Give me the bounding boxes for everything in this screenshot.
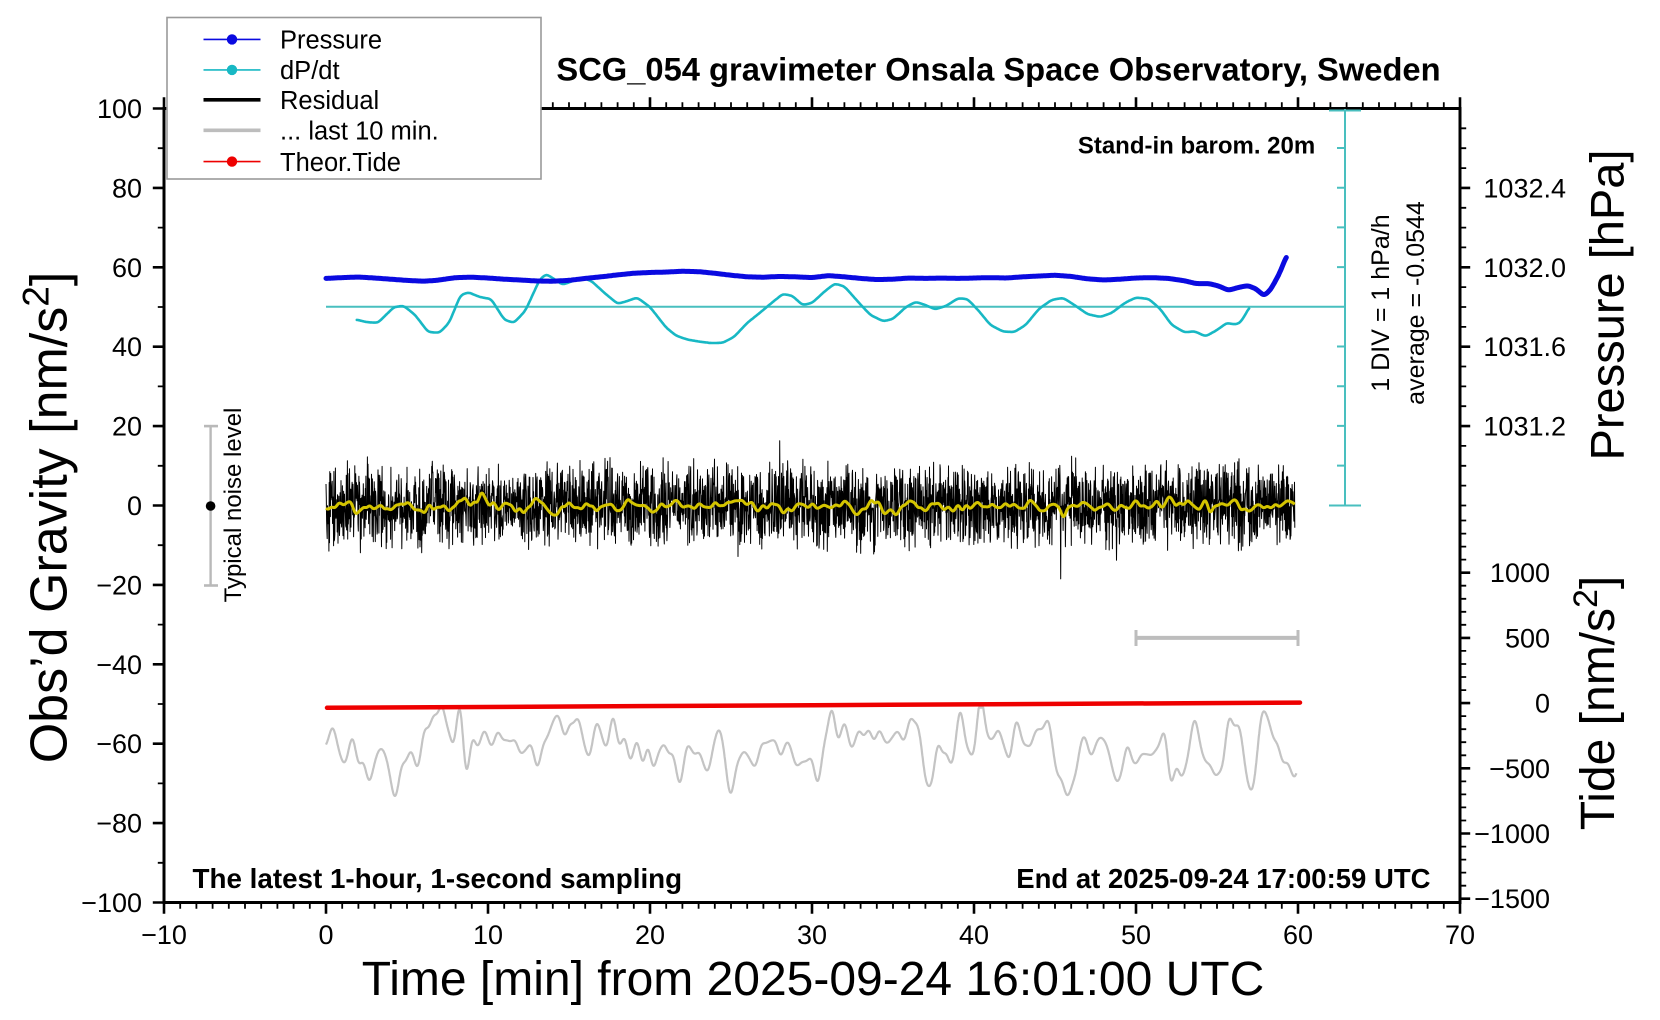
svg-text:10: 10 — [473, 920, 503, 950]
svg-text:The latest 1-hour, 1-second sa: The latest 1-hour, 1-second sampling — [193, 863, 683, 894]
svg-text:1031.6: 1031.6 — [1483, 332, 1566, 362]
svg-text:Time [min] from 2025-09-24 16:: Time [min] from 2025-09-24 16:01:00 UTC — [362, 953, 1265, 1006]
svg-text:30: 30 — [797, 920, 827, 950]
svg-text:60: 60 — [112, 253, 142, 283]
svg-text:−10: −10 — [141, 920, 187, 950]
svg-text:1 DIV = 1 hPa/h: 1 DIV = 1 hPa/h — [1367, 214, 1395, 391]
svg-text:0: 0 — [318, 920, 333, 950]
svg-text:Obs’d Gravity [nm/s2]: Obs’d Gravity [nm/s2] — [16, 272, 79, 764]
svg-text:−20: −20 — [96, 570, 142, 600]
svg-text:−500: −500 — [1489, 754, 1550, 784]
svg-text:0: 0 — [1535, 689, 1550, 719]
svg-text:60: 60 — [1283, 920, 1313, 950]
svg-text:−40: −40 — [96, 650, 142, 680]
svg-text:−1000: −1000 — [1474, 819, 1550, 849]
svg-text:70: 70 — [1445, 920, 1475, 950]
svg-text:Typical noise level: Typical noise level — [220, 408, 247, 603]
svg-text:Theor.Tide: Theor.Tide — [280, 149, 401, 177]
svg-text:50: 50 — [1121, 920, 1151, 950]
svg-text:500: 500 — [1505, 623, 1550, 653]
svg-text:−100: −100 — [81, 888, 142, 918]
svg-text:20: 20 — [635, 920, 665, 950]
svg-text:40: 40 — [112, 332, 142, 362]
svg-text:−1500: −1500 — [1474, 884, 1550, 914]
svg-text:−80: −80 — [96, 809, 142, 839]
svg-text:−60: −60 — [96, 729, 142, 759]
svg-text:0: 0 — [127, 491, 142, 521]
svg-text:Stand-in barom. 20m: Stand-in barom. 20m — [1078, 133, 1315, 160]
svg-text:80: 80 — [112, 173, 142, 203]
svg-text:Residual: Residual — [280, 87, 379, 115]
svg-text:20: 20 — [112, 412, 142, 442]
svg-text:End at 2025-09-24 17:00:59 UTC: End at 2025-09-24 17:00:59 UTC — [1016, 863, 1430, 894]
svg-text:SCG_054 gravimeter Onsala Spac: SCG_054 gravimeter Onsala Space Observat… — [556, 51, 1440, 88]
svg-text:Pressure: Pressure — [280, 27, 382, 55]
svg-text:... last 10 min.: ... last 10 min. — [280, 118, 439, 146]
svg-text:100: 100 — [97, 94, 142, 124]
svg-text:dP/dt: dP/dt — [280, 57, 340, 85]
svg-text:1031.2: 1031.2 — [1483, 412, 1566, 442]
svg-text:Tide [nm/s2]: Tide [nm/s2] — [1567, 576, 1625, 831]
svg-text:Pressure [hPa]: Pressure [hPa] — [1581, 150, 1634, 461]
svg-text:1032.4: 1032.4 — [1483, 173, 1566, 203]
svg-text:1032.0: 1032.0 — [1483, 253, 1566, 283]
svg-text:40: 40 — [959, 920, 989, 950]
svg-text:average = -0.0544: average = -0.0544 — [1402, 201, 1430, 405]
svg-text:1000: 1000 — [1490, 558, 1550, 588]
